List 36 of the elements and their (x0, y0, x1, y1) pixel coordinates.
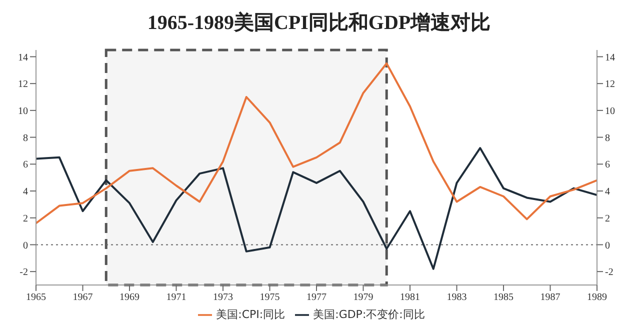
x-tick-label: 1979 (353, 292, 374, 304)
y-tick-label: 14 (18, 52, 28, 64)
line-series (36, 147, 597, 270)
x-tick-label: 1969 (120, 292, 140, 304)
x-tick-label: 1987 (540, 292, 560, 304)
x-tick-label: 1967 (72, 292, 93, 304)
x-tick-label: 1975 (260, 292, 280, 304)
y2-tick-label: 2 (605, 213, 610, 224)
x-tick-label: 1989 (587, 292, 607, 304)
y-tick-label: -2 (20, 267, 28, 278)
legend-label: 美国:GDP:不变价:同比 (313, 308, 425, 321)
y2-tick-label: 14 (605, 52, 615, 64)
y-tick-label: 8 (23, 132, 28, 144)
y2-tick-label: 0 (605, 240, 610, 252)
legend-label: 美国:CPI:同比 (216, 308, 286, 321)
y-tick-label: 12 (18, 79, 28, 90)
y-tick-label: 0 (23, 240, 28, 252)
x-tick-label: 1971 (166, 292, 186, 304)
y-tick-label: 2 (23, 213, 28, 224)
line-series (36, 62, 597, 224)
y2-tick-label: 4 (605, 186, 610, 198)
y-tick-label: 6 (23, 160, 28, 171)
y-tick-label: 10 (18, 106, 28, 117)
x-tick-label: 1965 (26, 292, 46, 304)
y2-tick-label: 8 (605, 132, 610, 144)
x-tick-label: 1973 (213, 292, 233, 304)
y-tick-label: 4 (23, 186, 28, 198)
y2-tick-label: 12 (605, 79, 615, 90)
x-tick-label: 1977 (306, 292, 326, 304)
x-tick-label: 1985 (494, 292, 514, 304)
x-tick-label: 1981 (400, 292, 420, 304)
chart-title: 1965-1989美国CPI同比和GDP增速对比 (146, 10, 492, 36)
y2-tick-label: 10 (605, 106, 615, 117)
y2-tick-label: -2 (605, 267, 614, 278)
y2-tick-label: 6 (605, 160, 610, 171)
x-tick-label: 1983 (446, 292, 467, 304)
